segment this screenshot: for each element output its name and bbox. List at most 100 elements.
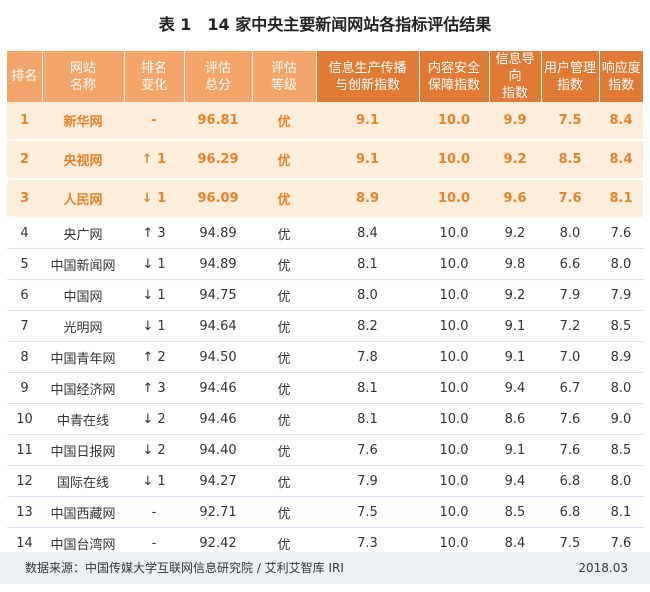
- table-row: 10 中青在线 ↓ 2 94.46 优 8.1 10.0 8.6 7.6 9.0: [7, 403, 643, 435]
- table-row: 9 中国经济网 ↑ 3 94.46 优 8.1 10.0 9.4 6.7 8.0: [7, 372, 643, 404]
- cell-safety: 10.0: [419, 139, 489, 179]
- cell-user: 7.6: [541, 178, 599, 218]
- cell-info: 8.1: [316, 372, 419, 404]
- table-row: 7 光明网 ↓ 1 94.64 优 8.2 10.0 9.1 7.2 8.5: [7, 310, 643, 342]
- ranking-table: 排名 网站 名称 排名 变化 评估 总分 评估 等级 信息生产传播 与创新指数 内容安全保…: [7, 51, 643, 558]
- cell-resp: 9.0: [599, 403, 643, 435]
- cell-name: 新华网: [42, 102, 124, 140]
- cell-safety: 10.0: [419, 465, 489, 497]
- cell-score: 94.89: [184, 248, 252, 280]
- table-row: 8 中国青年网 ↑ 2 94.50 优 7.8 10.0 9.1 7.0 8.9: [7, 341, 643, 373]
- cell-resp: 7.9: [599, 279, 643, 311]
- cell-change: -: [124, 496, 184, 528]
- footer-bar: 数据来源：中国传媒大学互联网信息研究院 / 艾利艾智库 IRI 2018.03: [0, 552, 650, 584]
- cell-change: ↓ 2: [124, 403, 184, 435]
- cell-grade: 优: [252, 310, 316, 342]
- cell-name: 央视网: [42, 139, 124, 179]
- cell-info: 8.2: [316, 310, 419, 342]
- cell-score: 92.71: [184, 496, 252, 528]
- cell-grade: 优: [252, 341, 316, 373]
- cell-rank: 9: [7, 372, 42, 404]
- cell-user: 6.7: [541, 372, 599, 404]
- cell-grade: 优: [252, 102, 316, 140]
- cell-guide: 9.2: [489, 279, 541, 311]
- table-row: 3 人民网 ↓ 1 96.09 优 8.9 10.0 9.6 7.6 8.1: [7, 178, 643, 218]
- cell-grade: 优: [252, 496, 316, 528]
- cell-name: 中国日报网: [42, 434, 124, 466]
- cell-rank: 7: [7, 310, 42, 342]
- cell-guide: 8.5: [489, 496, 541, 528]
- cell-grade: 优: [252, 434, 316, 466]
- cell-change: ↓ 1: [124, 279, 184, 311]
- cell-rank: 2: [7, 139, 42, 179]
- cell-score: 94.46: [184, 372, 252, 404]
- cell-name: 央广网: [42, 217, 124, 249]
- cell-safety: 10.0: [419, 248, 489, 280]
- header-site-name: 网站 名称: [41, 51, 124, 102]
- cell-change: ↑ 2: [124, 341, 184, 373]
- cell-resp: 8.0: [599, 465, 643, 497]
- cell-user: 7.0: [541, 341, 599, 373]
- header-user-index: 用户管理 指数: [540, 51, 599, 102]
- cell-user: 7.9: [541, 279, 599, 311]
- header-response-index: 响应度 指数: [598, 51, 643, 102]
- cell-safety: 10.0: [419, 434, 489, 466]
- cell-resp: 8.1: [599, 178, 643, 218]
- cell-user: 7.6: [541, 403, 599, 435]
- cell-score: 94.64: [184, 310, 252, 342]
- cell-resp: 8.4: [599, 139, 643, 179]
- cell-name: 中青在线: [42, 403, 124, 435]
- cell-info: 9.1: [316, 102, 419, 140]
- cell-grade: 优: [252, 178, 316, 218]
- header-rank-change: 排名 变化: [123, 51, 184, 102]
- cell-score: 94.27: [184, 465, 252, 497]
- cell-info: 7.6: [316, 434, 419, 466]
- cell-resp: 8.0: [599, 248, 643, 280]
- cell-name: 中国新闻网: [42, 248, 124, 280]
- cell-rank: 4: [7, 217, 42, 249]
- cell-info: 8.0: [316, 279, 419, 311]
- cell-guide: 9.4: [489, 465, 541, 497]
- cell-change: ↑ 3: [124, 217, 184, 249]
- cell-change: -: [124, 102, 184, 140]
- cell-score: 96.29: [184, 139, 252, 179]
- cell-grade: 优: [252, 248, 316, 280]
- cell-guide: 9.2: [489, 217, 541, 249]
- header-row: 排名 网站 名称 排名 变化 评估 总分 评估 等级 信息生产传播 与创新指数 内容安全保…: [7, 51, 643, 102]
- header-rank: 排名: [7, 51, 42, 102]
- cell-rank: 3: [7, 178, 42, 218]
- cell-score: 94.75: [184, 279, 252, 311]
- table-row: 1 新华网 -96.81 优 9.1 10.0 9.9 7.5 8.4: [7, 102, 643, 140]
- cell-info: 7.9: [316, 465, 419, 497]
- cell-rank: 12: [7, 465, 42, 497]
- cell-grade: 优: [252, 372, 316, 404]
- cell-safety: 10.0: [419, 341, 489, 373]
- cell-guide: 9.1: [489, 341, 541, 373]
- cell-grade: 优: [252, 403, 316, 435]
- table-row: 13 中国西藏网 -92.71 优 7.5 10.0 8.5 6.8 8.1: [7, 496, 643, 528]
- cell-resp: 8.9: [599, 341, 643, 373]
- cell-resp: 8.1: [599, 496, 643, 528]
- table-title: 表 1 14 家中央主要新闻网站各指标评估结果: [158, 15, 492, 34]
- cell-user: 6.8: [541, 496, 599, 528]
- cell-user: 7.2: [541, 310, 599, 342]
- cell-grade: 优: [252, 279, 316, 311]
- cell-guide: 9.1: [489, 310, 541, 342]
- cell-user: 7.5: [541, 102, 599, 140]
- cell-guide: 9.8: [489, 248, 541, 280]
- cell-score: 96.09: [184, 178, 252, 218]
- header-total-score: 评估 总分: [183, 51, 252, 102]
- table-row: 5 中国新闻网 ↓ 1 94.89 优 8.1 10.0 9.8 6.6 8.0: [7, 248, 643, 280]
- cell-score: 94.50: [184, 341, 252, 373]
- cell-rank: 8: [7, 341, 42, 373]
- cell-guide: 9.6: [489, 178, 541, 218]
- cell-change: ↓ 1: [124, 178, 184, 218]
- cell-safety: 10.0: [419, 279, 489, 311]
- cell-info: 8.1: [316, 248, 419, 280]
- cell-name: 中国青年网: [42, 341, 124, 373]
- cell-info: 7.5: [316, 496, 419, 528]
- table-row: 4 央广网 ↑ 3 94.89 优 8.4 10.0 9.2 8.0 7.6: [7, 217, 643, 249]
- cell-change: ↓ 1: [124, 248, 184, 280]
- cell-guide: 9.4: [489, 372, 541, 404]
- table-row: 11 中国日报网 ↓ 2 94.40 优 7.6 10.0 9.1 7.6 8.5: [7, 434, 643, 466]
